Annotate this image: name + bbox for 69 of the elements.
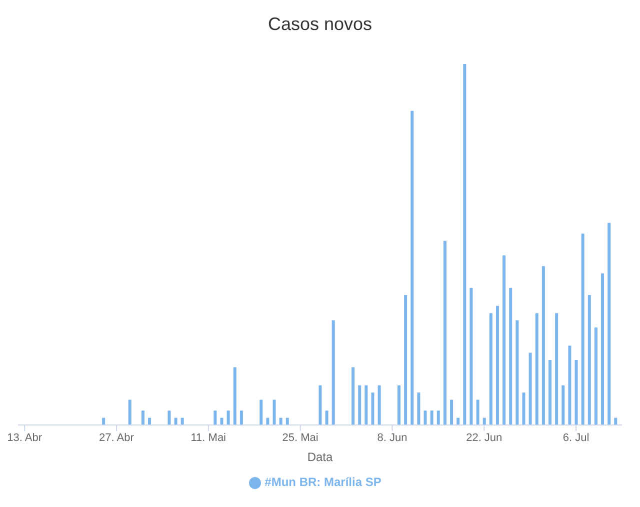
bar: [378, 385, 381, 425]
bar: [436, 410, 440, 425]
bar: [148, 418, 152, 425]
bar: [279, 418, 282, 425]
bar: [352, 367, 355, 425]
bar: [463, 64, 466, 425]
bar: [489, 313, 492, 425]
bar: [214, 410, 217, 425]
bar: [516, 320, 519, 425]
bar: [601, 273, 604, 425]
bar: [364, 385, 368, 425]
x-tick-label: 22. Jun: [466, 432, 502, 444]
bar: [240, 410, 243, 425]
bar: [424, 410, 427, 425]
bar: [509, 288, 512, 425]
bar: [568, 346, 572, 425]
bar: [588, 295, 591, 425]
bar: [417, 392, 420, 425]
bar: [233, 367, 236, 425]
bar: [450, 400, 454, 425]
bar: [555, 313, 558, 425]
legend-label: #Mun BR: Marília SP: [264, 475, 382, 489]
bar: [226, 410, 230, 425]
bar: [318, 385, 322, 425]
bar: [325, 410, 328, 425]
bar: [260, 400, 263, 425]
chart-title: Casos novos: [266, 14, 374, 36]
x-tick-label: 13. Abr: [7, 432, 42, 444]
bar: [574, 360, 578, 425]
bar: [608, 222, 611, 425]
bar: [180, 418, 184, 425]
bar: [528, 352, 532, 425]
bar: [371, 392, 374, 425]
x-tick-label: 25. Mai: [282, 432, 318, 444]
bar: [102, 418, 106, 425]
bar: [443, 240, 446, 425]
bar: [542, 266, 545, 425]
bar: [141, 410, 144, 425]
bar: [168, 410, 171, 425]
bar: [535, 313, 538, 425]
x-axis-title: Data: [307, 450, 333, 464]
bar: [286, 418, 289, 425]
bar: [548, 360, 552, 425]
bar: [410, 110, 414, 425]
x-tick-label: 11. Mai: [190, 432, 226, 444]
bar: [476, 400, 480, 425]
bar: [398, 385, 400, 425]
bar: [332, 320, 335, 425]
bar: [614, 418, 618, 425]
bar: [470, 288, 473, 425]
bar: [562, 385, 565, 425]
bar: [496, 306, 499, 425]
bar: [482, 418, 486, 425]
bar: [220, 418, 224, 425]
bar: [594, 328, 598, 425]
bar: [456, 418, 460, 425]
x-tick-label: 6. Jul: [562, 432, 590, 444]
bar: [430, 410, 434, 425]
bar: [272, 400, 276, 425]
bar: [174, 418, 178, 425]
bar: [522, 392, 526, 425]
x-tick-label: 27. Abr: [99, 432, 134, 444]
bar: [404, 295, 408, 425]
bar: [266, 418, 270, 425]
bar: [358, 385, 362, 425]
bar: [128, 400, 132, 425]
x-tick-label: 8. Jun: [377, 432, 408, 444]
bar: [502, 255, 506, 425]
bar: [581, 234, 584, 425]
